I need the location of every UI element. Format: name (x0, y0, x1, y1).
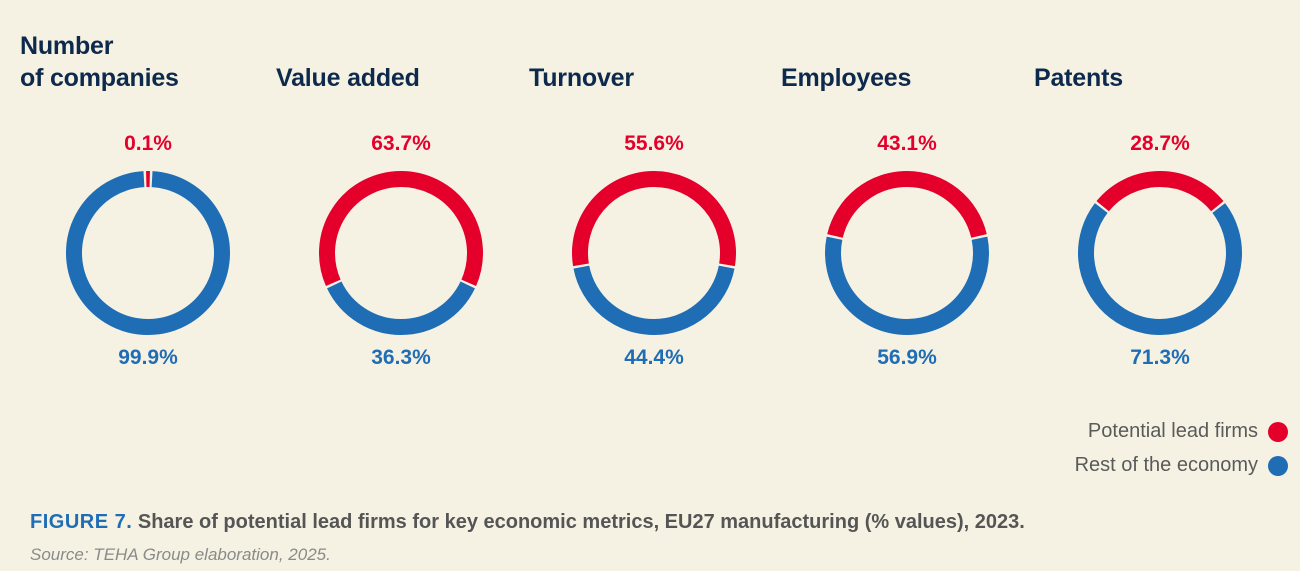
donut-chart-companies (66, 170, 230, 335)
metric-title-turnover: Turnover (529, 64, 634, 92)
donut-slice-lead (827, 171, 987, 238)
legend-swatch-rest (1268, 455, 1288, 476)
lead-value-label: 63.7% (371, 132, 431, 155)
donut-slice-rest (1078, 203, 1242, 335)
figure-caption: FIGURE 7. Share of potential lead firms … (30, 511, 1025, 534)
legend-item-rest: Rest of the economy (1075, 454, 1288, 477)
source-note: Source: TEHA Group elaboration, 2025. (30, 545, 331, 564)
donut-slice-rest (327, 281, 475, 335)
donut-slice-lead (572, 170, 736, 267)
lead-value-label: 43.1% (877, 132, 937, 155)
figure-label: FIGURE 7. (30, 511, 133, 533)
legend-item-lead: Potential lead firms (1088, 420, 1288, 443)
metric-title-value-added: Value added (276, 64, 420, 92)
donut-slice-lead (319, 171, 483, 287)
rest-value-label: 44.4% (624, 346, 684, 369)
donut-slice-rest (825, 236, 989, 335)
donut-chart-patents (1078, 171, 1242, 335)
donut-slice-rest (66, 171, 230, 335)
rest-value-label: 56.9% (877, 346, 937, 369)
donut-slice-rest (573, 265, 735, 335)
rest-value-label: 36.3% (371, 346, 431, 369)
legend-swatch-lead (1268, 421, 1288, 442)
legend-label: Rest of the economy (1074, 454, 1258, 476)
metric-title-companies: Number of companies (20, 30, 179, 94)
donut-chart-employees (825, 171, 989, 335)
metric-title-patents: Patents (1034, 64, 1123, 92)
rest-value-label: 99.9% (118, 346, 178, 369)
lead-value-label: 0.1% (124, 132, 172, 155)
lead-value-label: 28.7% (1130, 132, 1190, 155)
donut-slice-lead (1096, 171, 1224, 212)
donut-chart-turnover (572, 170, 736, 335)
legend-label: Potential lead firms (1087, 420, 1258, 442)
donut-chart-value-added (319, 171, 483, 335)
lead-value-label: 55.6% (624, 132, 684, 155)
figure-caption-text: Share of potential lead firms for key ec… (132, 511, 1025, 533)
metric-title-line: Number (20, 32, 114, 60)
metric-title-employees: Employees (781, 64, 912, 92)
metric-title-line: of companies (20, 64, 179, 92)
rest-value-label: 71.3% (1130, 346, 1190, 369)
